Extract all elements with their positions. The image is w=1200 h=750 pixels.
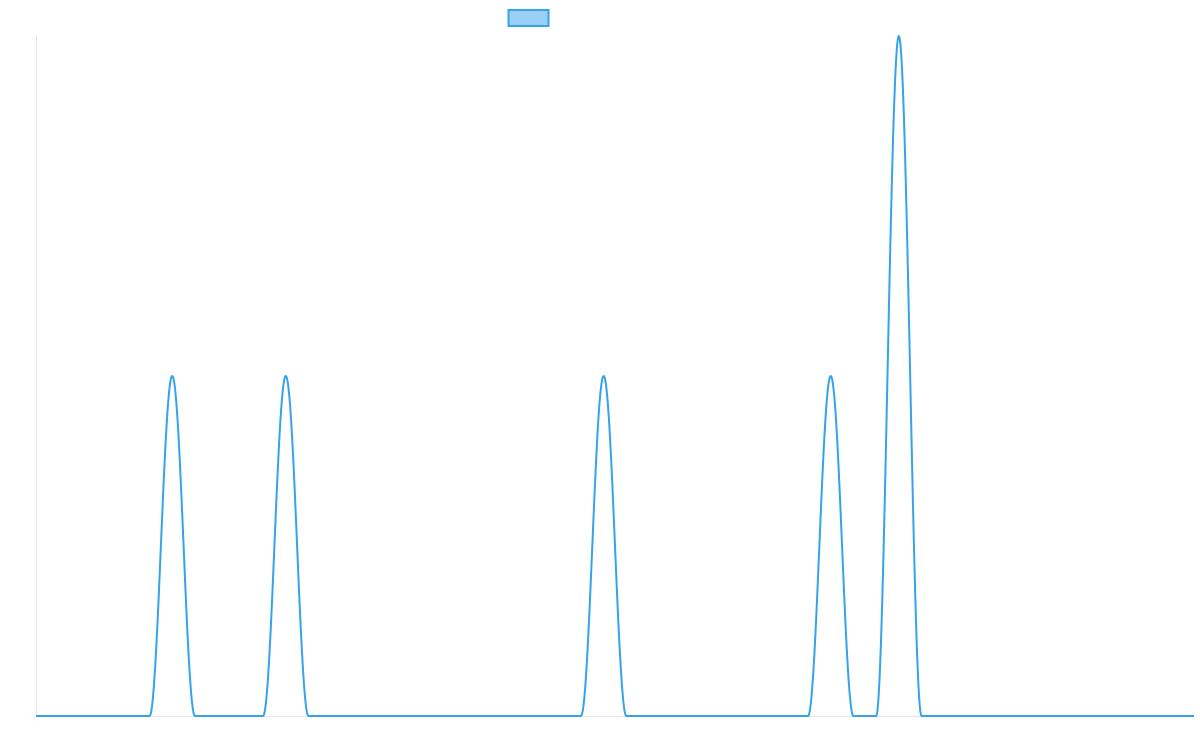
series-layer: [35, 35, 1195, 717]
series-line: [35, 35, 1195, 717]
legend[interactable]: [507, 9, 550, 27]
legend-swatch[interactable]: [507, 9, 550, 27]
